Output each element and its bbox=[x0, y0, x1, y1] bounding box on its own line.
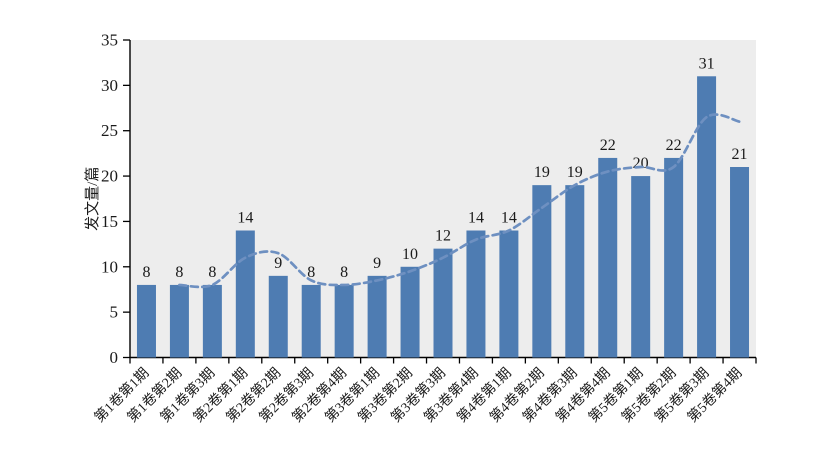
bar-value-label: 14 bbox=[237, 210, 253, 227]
bar-value-label: 20 bbox=[633, 155, 649, 172]
bar-value-label: 8 bbox=[307, 264, 315, 281]
y-tick-label: 20 bbox=[101, 167, 118, 186]
bar bbox=[235, 230, 255, 358]
bar bbox=[697, 76, 717, 358]
bar bbox=[169, 284, 189, 358]
bar-value-label: 12 bbox=[435, 228, 451, 245]
bar bbox=[136, 284, 156, 358]
y-tick-label: 15 bbox=[101, 212, 118, 231]
y-axis-title: 发文量/篇 bbox=[83, 167, 101, 231]
bar bbox=[730, 167, 750, 358]
y-tick-label: 35 bbox=[101, 31, 118, 50]
bar-value-label: 10 bbox=[402, 246, 418, 263]
trend-line bbox=[178, 113, 741, 289]
bar bbox=[598, 157, 618, 358]
bar bbox=[367, 275, 387, 358]
bar bbox=[268, 275, 288, 358]
y-tick-label: 5 bbox=[110, 303, 119, 322]
bar-value-label: 21 bbox=[732, 146, 748, 163]
y-tick-label: 0 bbox=[110, 348, 119, 367]
bar-value-label: 14 bbox=[501, 210, 517, 227]
bar-value-label: 8 bbox=[340, 264, 348, 281]
bar bbox=[301, 284, 321, 358]
bar-value-label: 19 bbox=[567, 164, 583, 181]
bar bbox=[202, 284, 222, 358]
y-tick-label: 10 bbox=[101, 257, 118, 276]
bar-value-label: 31 bbox=[699, 55, 715, 72]
bar bbox=[466, 230, 486, 358]
bar-value-label: 22 bbox=[666, 137, 682, 154]
bar-value-label: 14 bbox=[468, 210, 484, 227]
bar bbox=[400, 266, 420, 358]
y-tick-label: 30 bbox=[101, 76, 118, 95]
y-tick-label: 25 bbox=[101, 121, 118, 140]
bar-value-label: 8 bbox=[208, 264, 216, 281]
bar-value-label: 8 bbox=[142, 264, 150, 281]
bar bbox=[499, 230, 519, 358]
bar bbox=[565, 185, 585, 358]
bar-value-label: 9 bbox=[274, 255, 282, 272]
bar bbox=[631, 176, 651, 358]
bar bbox=[664, 157, 684, 358]
bar-value-label: 9 bbox=[373, 255, 381, 272]
bar-value-label: 8 bbox=[175, 264, 183, 281]
bar bbox=[433, 248, 453, 358]
bar-value-label: 19 bbox=[534, 164, 550, 181]
bar-value-label: 22 bbox=[600, 137, 616, 154]
bar bbox=[334, 284, 354, 358]
bar bbox=[532, 185, 552, 358]
